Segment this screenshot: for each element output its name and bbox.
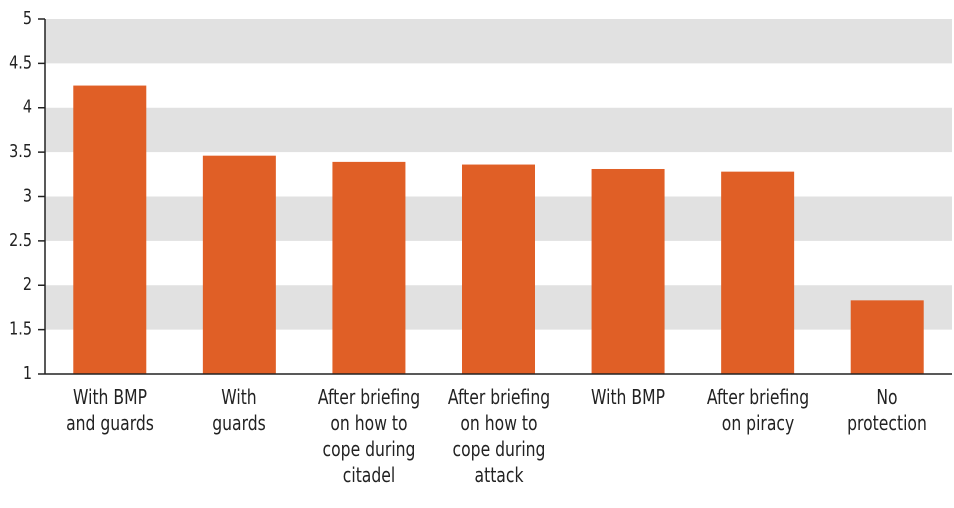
- y-tick-label: 5: [23, 7, 32, 28]
- bar: [850, 300, 924, 374]
- y-tick-label: 4.5: [9, 52, 32, 73]
- y-tick-label: 4: [23, 96, 32, 117]
- y-tick-label: 2.5: [9, 229, 32, 250]
- y-tick-label: 3: [23, 185, 32, 206]
- bar: [332, 161, 406, 374]
- x-tick-label: No protection: [847, 385, 928, 435]
- y-tick-label: 3.5: [9, 141, 32, 162]
- x-tick-label: After briefing on how to cope during cit…: [317, 385, 421, 487]
- bar: [73, 85, 147, 374]
- x-tick-label: With BMP and guards: [65, 385, 154, 435]
- x-tick-label: After briefing on piracy: [706, 385, 809, 435]
- grid-band: [45, 19, 952, 64]
- y-tick-label: 1: [23, 362, 32, 383]
- x-tick-label: With guards: [212, 385, 267, 435]
- bar: [721, 171, 795, 374]
- bar: [591, 168, 665, 374]
- grid-band: [45, 107, 952, 153]
- bar: [202, 155, 276, 374]
- y-tick-label: 1.5: [9, 318, 32, 339]
- x-tick-label: With BMP: [591, 385, 666, 409]
- bar: [462, 164, 535, 374]
- y-tick-label: 2: [23, 274, 32, 295]
- x-tick-label: After briefing on how to cope during att…: [447, 385, 550, 487]
